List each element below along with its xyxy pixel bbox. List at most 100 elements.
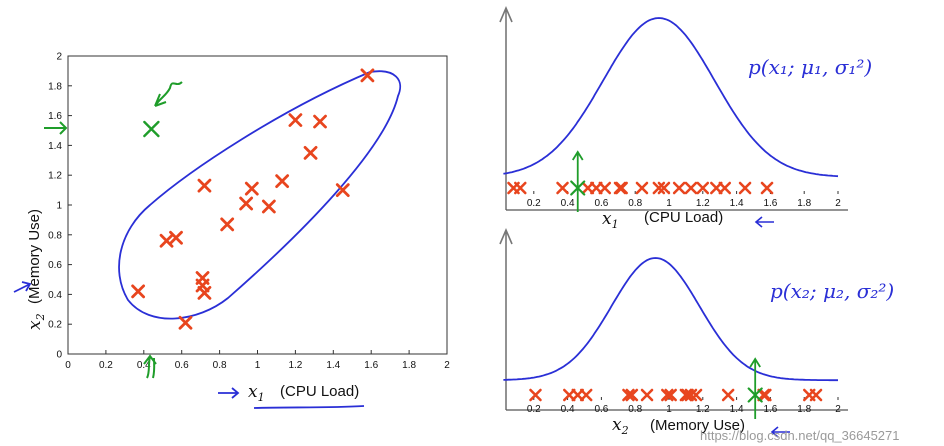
density-x2-markers	[529, 388, 823, 402]
scatter-points	[131, 68, 375, 330]
density-x1-tick-label: 1.8	[797, 198, 811, 209]
density-x1-marker-shape	[615, 181, 628, 195]
density-x1-xlabel-var: x1	[602, 209, 619, 231]
density-x2-tick-label: 0.2	[527, 404, 541, 415]
scatter-axes	[67, 55, 448, 355]
scatter-y-tick-label: 0.4	[48, 290, 62, 301]
scatter-x-tick-label: 2	[444, 360, 450, 371]
density-x2-marker-shape	[622, 388, 635, 402]
scatter-xlabel: (CPU Load)	[280, 383, 359, 400]
scatter-point	[288, 113, 303, 127]
density-x2-arrow	[770, 426, 790, 438]
scatter-ylabel: (Memory Use)	[26, 209, 43, 304]
density-x1-tick-label: 0.4	[561, 198, 575, 209]
scatter-point-shape	[131, 284, 146, 299]
scatter-ylabel-group: x2 (Memory Use)	[25, 209, 47, 330]
density-x1-tick-label: 0.2	[527, 198, 541, 209]
scatter-point-shape	[360, 68, 375, 83]
density-x1-marker	[684, 181, 698, 195]
scatter-x-tick-label: 1.8	[402, 360, 416, 371]
scatter-plot-frame	[67, 55, 448, 355]
density-x1-marker-shape	[696, 181, 710, 195]
density-x1-tick-label: 1.2	[696, 198, 710, 209]
density-x2-ticks: 0.2 0.4 0.6 0.8 1 1.2 1.4 1.6 1.8 2	[527, 397, 841, 415]
density-x1-marker	[598, 181, 612, 195]
density-x1-tick-label: 1.4	[730, 198, 744, 209]
anomaly-arrow	[154, 81, 183, 107]
scatter-point-shape	[335, 183, 350, 197]
density-x1-marker-shape	[598, 181, 612, 195]
xlabel-underline	[253, 405, 365, 409]
density-x1-marker-shape	[718, 181, 732, 195]
density-x2-marker	[579, 388, 593, 402]
density-x2-marker	[721, 388, 735, 402]
scatter-y-tick-label: 1.4	[48, 141, 62, 152]
scatter-x-tick-label: 0.2	[99, 360, 113, 371]
scatter-point-shape	[178, 315, 193, 330]
density-x1-marker	[513, 181, 527, 195]
scatter-point-shape	[239, 196, 254, 211]
density-x1-marker-shape	[684, 181, 698, 195]
scatter-x-tick-label: 0.4	[137, 360, 151, 371]
density-x1-ticks: 0.2 0.4 0.6 0.8 1 1.2 1.4 1.6 1.8 2	[527, 191, 841, 209]
density-x2-marker-shape	[809, 388, 823, 402]
scatter-point	[244, 181, 259, 196]
scatter-point	[275, 174, 290, 189]
density-x2-marker	[664, 388, 677, 402]
density-x1-tick-label: 1.6	[763, 198, 777, 209]
density-x1-tick-label: 0.6	[594, 198, 608, 209]
density-x1-marker-shape	[513, 181, 527, 195]
density-x1-marker	[738, 181, 752, 195]
density-x2-marker-shape	[689, 388, 703, 402]
density-x2-marker	[809, 388, 823, 402]
xlabel-arrow	[218, 387, 240, 399]
density-x2-y-axis	[499, 227, 513, 410]
density-x2-marker-shape	[664, 388, 677, 402]
density-x2-marker	[759, 388, 772, 402]
density-x1-tick-label: 2	[835, 198, 841, 209]
scatter-point-shape	[244, 181, 259, 196]
scatter-point-shape	[261, 199, 276, 214]
scatter-y-tick-label: 1.2	[48, 171, 62, 182]
scatter-point	[313, 114, 327, 129]
density-x2-tick-label: 2	[835, 404, 841, 415]
scatter-x-tick-label: 1.6	[364, 360, 378, 371]
scatter-y-tick-label: 0.6	[48, 260, 62, 271]
density-x1-marker-shape	[635, 181, 649, 195]
scatter-point-shape	[197, 286, 212, 300]
scatter-y-ticks: 0 0.2 0.4 0.6 0.8 1 1.2 1.4 1.6 1.8 2	[48, 52, 72, 361]
anomaly-point	[143, 120, 160, 138]
density-x1-arrow	[754, 216, 774, 228]
scatter-point	[360, 68, 375, 83]
density-x2-marker-shape	[721, 388, 735, 402]
scatter-chart: 0 0.2 0.4 0.6 0.8 1 1.2 1.4 1.6 1.8 2 0 0.2 0.4 0.6 0.…	[13, 52, 450, 409]
density-x2-tick-label: 0.4	[561, 404, 575, 415]
density-x1-marker-shape	[556, 181, 569, 195]
density-x1-marker	[760, 181, 774, 195]
density-x2-tick-label: 1.6	[763, 404, 777, 415]
density-x1-tick-label: 0.8	[628, 198, 642, 209]
x-axis-arrow	[143, 354, 157, 379]
scatter-x-tick-label: 0	[65, 360, 71, 371]
scatter-point-shape	[288, 113, 303, 127]
density-x2-tick-label: 0.6	[594, 404, 608, 415]
scatter-x-tick-label: 1.2	[288, 360, 302, 371]
density-x2-chart: 0.2 0.4 0.6 0.8 1 1.2 1.4 1.6 1.8 2 p(x₂; μ₂, σ₂²…	[499, 227, 894, 438]
scatter-point	[261, 199, 276, 214]
density-x1-anomaly-arrow	[571, 150, 584, 212]
scatter-y-tick-label: 0.2	[48, 320, 62, 331]
density-x2-marker-shape	[625, 388, 639, 402]
density-x1-marker	[718, 181, 732, 195]
scatter-x-ticks: 0 0.2 0.4 0.6 0.8 1 1.2 1.4 1.6 1.8 2	[65, 350, 450, 371]
density-x2-tick-label: 1.2	[696, 404, 710, 415]
density-x1-marker-shape	[760, 181, 774, 195]
density-x2-xlabel: (Memory Use)	[650, 417, 745, 434]
density-x1-marker-shape	[738, 181, 752, 195]
scatter-point-shape	[197, 178, 212, 193]
density-x1-formula: p(x₁; μ₁, σ₁²)	[748, 55, 872, 79]
density-x2-anomaly-arrow	[749, 357, 761, 419]
scatter-point	[303, 145, 318, 160]
density-x2-marker-shape	[640, 388, 654, 402]
density-x2-curve	[503, 257, 838, 382]
